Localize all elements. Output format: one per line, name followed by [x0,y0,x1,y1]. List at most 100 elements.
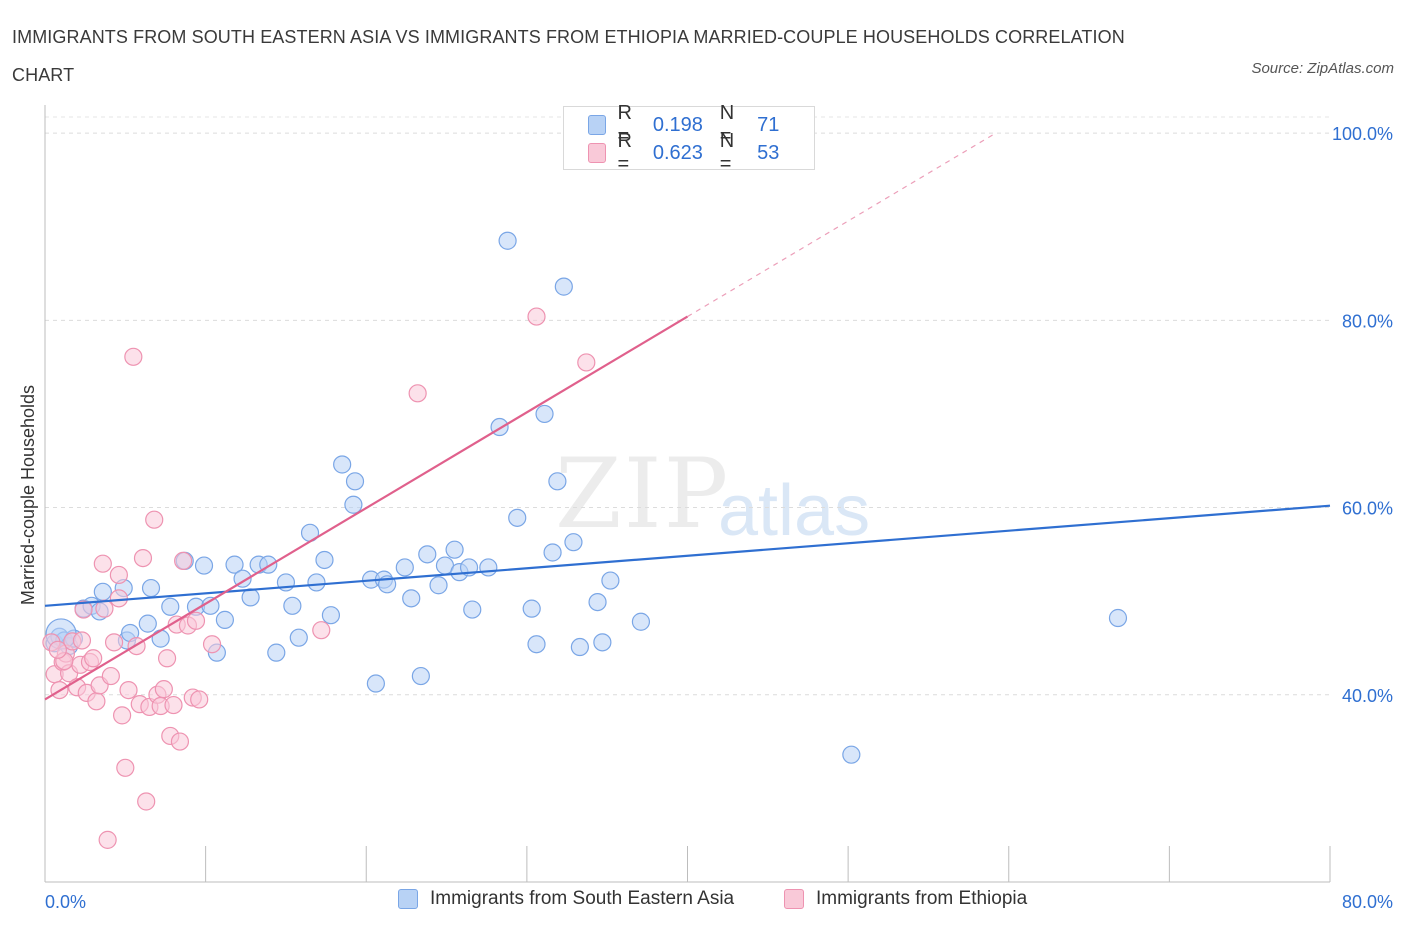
r-label: R = [617,102,632,147]
legend-swatch-blue [588,115,606,135]
legend-swatch-pink [588,143,606,163]
point-ethiopia [577,353,596,372]
point-south-eastern-asia [366,674,385,693]
series-south-eastern-asia-points [45,231,1128,764]
point-ethiopia [408,384,427,403]
x-tick-label: 80.0% [1342,892,1393,912]
point-ethiopia [202,635,222,654]
point-south-eastern-asia [395,558,414,577]
point-ethiopia [98,830,117,849]
point-ethiopia [74,600,93,619]
legend-label: Immigrants from Ethiopia [816,888,1028,909]
point-ethiopia [119,680,138,700]
series-ethiopia-points [42,307,596,849]
point-ethiopia [124,347,143,366]
chart-title: IMMIGRANTS FROM SOUTH EASTERN ASIA VS IM… [12,27,1125,85]
y-axis-label: Married-couple Households [18,385,38,605]
point-ethiopia [101,666,120,686]
legend-label: Immigrants from South Eastern Asia [430,888,735,909]
point-south-eastern-asia [344,495,363,514]
point-ethiopia [84,649,103,668]
point-south-eastern-asia [631,612,651,631]
point-south-eastern-asia [445,540,464,559]
point-ethiopia [93,554,112,573]
r-value: 0.198 [652,113,703,136]
n-label: N = [719,102,735,147]
n-value: 53 [757,141,780,164]
point-ethiopia [87,692,106,711]
point-south-eastern-asia [233,569,252,588]
point-south-eastern-asia [508,508,527,527]
point-south-eastern-asia [321,606,341,625]
legend-swatch-pink [784,889,804,909]
tick-labels: 100.0% 80.0% 60.0% 40.0% 0.0% 80.0% [45,124,1393,912]
point-ethiopia [186,611,206,630]
legend-row-pink: R = 0.623 N = 53 [588,130,814,175]
point-south-eastern-asia [535,404,554,424]
point-south-eastern-asia [307,573,326,592]
point-south-eastern-asia [588,592,607,612]
point-ethiopia [109,589,128,608]
r-value: 0.623 [652,141,703,164]
point-ethiopia [145,510,164,529]
y-tick-label: 100.0% [1332,124,1393,144]
point-south-eastern-asia [418,545,437,564]
axes [44,105,1331,883]
point-south-eastern-asia [225,555,244,574]
x-tick-label: 0.0% [45,892,86,912]
point-south-eastern-asia [138,614,157,633]
point-ethiopia [112,706,132,725]
grid-lines [45,116,1330,696]
point-ethiopia [133,548,153,568]
point-south-eastern-asia [429,576,448,595]
n-value: 71 [757,113,780,136]
point-south-eastern-asia [283,596,302,615]
point-south-eastern-asia [601,571,620,590]
point-south-eastern-asia [267,643,286,662]
point-south-eastern-asia [570,637,589,657]
point-south-eastern-asia [522,599,541,618]
point-ethiopia [170,732,190,751]
r-label: R = [617,130,632,175]
point-ethiopia [190,690,209,709]
point-south-eastern-asia [315,550,334,570]
point-south-eastern-asia [498,231,517,250]
y-tick-label: 60.0% [1342,499,1393,519]
point-ethiopia [154,680,173,699]
point-south-eastern-asia [194,556,214,575]
y-tick-label: 80.0% [1342,311,1393,331]
point-south-eastern-asia [345,472,365,491]
point-south-eastern-asia [141,578,161,598]
point-south-eastern-asia [479,558,498,577]
source-label: Source: ZipAtlas.com [1251,60,1394,77]
point-south-eastern-asia [215,610,234,629]
point-ethiopia [312,621,331,640]
correlation-legend: R = 0.198 N = 71 R = 0.623 N = 53 [563,102,815,175]
point-south-eastern-asia [333,455,352,474]
point-ethiopia [527,307,546,326]
point-south-eastern-asia [554,277,573,296]
trend-line-south-eastern-asia [44,504,1331,607]
point-south-eastern-asia [289,628,308,647]
point-ethiopia [72,631,92,650]
point-south-eastern-asia [161,597,180,616]
point-ethiopia [174,551,193,571]
point-south-eastern-asia [151,629,170,648]
point-ethiopia [109,565,128,585]
point-south-eastern-asia [527,635,546,654]
trend-lines [44,134,1331,701]
legend-row-blue: R = 0.198 N = 71 [588,102,814,147]
n-label: N = [719,130,735,175]
point-south-eastern-asia [402,589,421,608]
point-ethiopia [104,633,124,652]
point-ethiopia [157,649,177,668]
point-south-eastern-asia [411,666,430,686]
point-south-eastern-asia [241,588,260,607]
trend-line-ethiopia [44,315,689,701]
watermark-atlas: atlas [718,471,871,551]
y-tick-label: 40.0% [1342,686,1393,706]
point-south-eastern-asia [548,472,567,491]
watermark-zip: ZIP [555,438,731,550]
point-south-eastern-asia [543,543,562,562]
point-south-eastern-asia [463,600,482,619]
